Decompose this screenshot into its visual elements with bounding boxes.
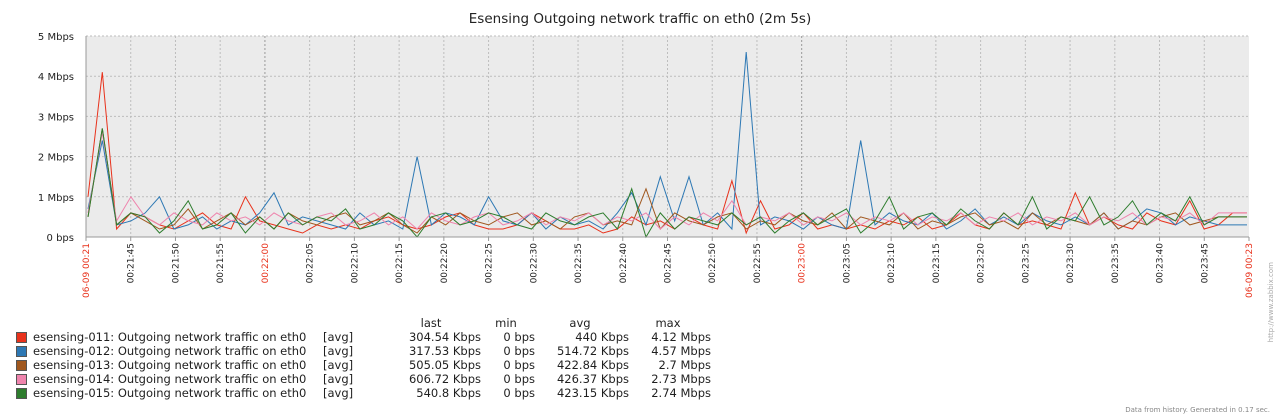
legend-series-name: esensing-013: Outgoing network traffic o… — [33, 358, 307, 372]
x-axis-ticks: 06-09 00:21 00:21:45 00:21:50 00:21:55 00:22… — [82, 237, 1255, 298]
legend-avg: 440 Kbps — [575, 330, 629, 344]
legend-swatch — [16, 373, 27, 385]
legend-avg: 422.84 Kbps — [556, 358, 629, 372]
x-tick-label: 00:21:55 — [216, 243, 226, 283]
legend-row: esensing-011: Outgoing network traffic o… — [16, 330, 711, 344]
x-tick-label: 00:22:30 — [529, 243, 539, 284]
x-tick-label: 00:22:40 — [619, 243, 629, 284]
x-tick-label: 00:23:35 — [1111, 243, 1121, 283]
x-tick-label: 00:22:20 — [440, 243, 450, 284]
legend-max: 4.57 Mbps — [651, 344, 711, 358]
series-line — [87, 128, 1247, 239]
x-tick-label: 00:23:20 — [977, 243, 987, 284]
y-tick-label: 2 Mbps — [38, 153, 74, 164]
x-tick-label: 00:22:55 — [753, 243, 763, 283]
x-tick-label: 00:23:00 — [798, 243, 808, 284]
x-tick-label: 00:23:25 — [1021, 243, 1031, 283]
x-tick-label: 00:23:15 — [932, 243, 942, 283]
y-tick-label: 5 Mbps — [38, 32, 74, 43]
legend-function: [avg] — [323, 330, 354, 344]
grid-lines — [86, 35, 1249, 237]
x-tick-label: 00:22:00 — [261, 243, 271, 284]
x-tick-label: 06-09 00:21 — [82, 243, 92, 298]
legend-min: 0 bps — [503, 358, 535, 372]
legend-series-name: esensing-011: Outgoing network traffic o… — [33, 330, 307, 344]
x-tick-label: 00:22:25 — [485, 243, 495, 283]
legend-min: 0 bps — [503, 344, 535, 358]
legend: last min avg max esensing-011: Outgoing … — [16, 316, 711, 400]
x-tick-label: 00:23:10 — [887, 243, 897, 284]
x-tick-label: 00:23:30 — [1066, 243, 1076, 284]
x-tick-label: 00:22:10 — [350, 243, 360, 284]
legend-last: 304.54 Kbps — [408, 330, 481, 344]
legend-series-name: esensing-014: Outgoing network traffic o… — [33, 372, 307, 386]
legend-avg: 426.37 Kbps — [556, 372, 629, 386]
y-tick-label: 0 bps — [47, 233, 74, 244]
legend-last: 317.53 Kbps — [408, 344, 481, 358]
y-axis-ticks: 0 bps 1 Mbps 2 Mbps 3 Mbps 4 Mbps 5 Mbps — [38, 32, 74, 244]
legend-swatch — [16, 387, 27, 399]
x-tick-label: 00:22:15 — [395, 243, 405, 283]
chart-title: Esensing Outgoing network traffic on eth… — [469, 11, 811, 27]
legend-header-last: last — [420, 316, 442, 330]
legend-header: last min avg max — [16, 316, 711, 330]
legend-max: 2.74 Mbps — [651, 386, 711, 400]
legend-row: esensing-012: Outgoing network traffic o… — [16, 344, 711, 358]
legend-row: esensing-015: Outgoing network traffic o… — [16, 386, 711, 400]
y-tick-label: 3 Mbps — [38, 112, 74, 123]
x-tick-label: 00:22:50 — [708, 243, 718, 284]
x-tick-label: 00:22:05 — [306, 243, 316, 283]
legend-avg: 423.15 Kbps — [556, 386, 629, 400]
x-tick-label: 00:22:35 — [574, 243, 584, 283]
x-tick-label: 00:23:45 — [1200, 243, 1210, 283]
legend-min: 0 bps — [503, 386, 535, 400]
legend-swatch — [16, 345, 27, 357]
legend-last: 606.72 Kbps — [408, 372, 481, 386]
legend-last: 540.8 Kbps — [416, 386, 481, 400]
legend-row: esensing-014: Outgoing network traffic o… — [16, 372, 711, 386]
x-tick-label: 00:22:45 — [664, 243, 674, 283]
legend-last: 505.05 Kbps — [408, 358, 481, 372]
y-tick-label: 4 Mbps — [38, 72, 74, 83]
legend-max: 2.73 Mbps — [651, 372, 711, 386]
legend-min: 0 bps — [503, 372, 535, 386]
legend-max: 4.12 Mbps — [651, 330, 711, 344]
legend-header-avg: avg — [569, 316, 591, 330]
legend-swatch — [16, 359, 27, 371]
legend-min: 0 bps — [503, 330, 535, 344]
legend-header-min: min — [495, 316, 517, 330]
legend-row: esensing-013: Outgoing network traffic o… — [16, 358, 711, 372]
series-line — [87, 72, 1247, 235]
x-tick-label: 06-09 00:23 — [1245, 243, 1255, 298]
x-tick-label: 00:21:45 — [127, 243, 137, 283]
series-line — [87, 132, 1247, 230]
legend-function: [avg] — [323, 358, 354, 372]
watermark: http://www.zabbix.com — [1267, 262, 1275, 343]
series-lines — [87, 52, 1247, 239]
legend-function: [avg] — [323, 372, 354, 386]
legend-avg: 514.72 Kbps — [556, 344, 629, 358]
legend-header-max: max — [655, 316, 681, 330]
legend-function: [avg] — [323, 344, 354, 358]
legend-swatch — [16, 331, 27, 343]
x-tick-label: 00:23:05 — [842, 243, 852, 283]
x-tick-label: 00:21:50 — [171, 243, 181, 284]
legend-function: [avg] — [323, 386, 354, 400]
legend-series-name: esensing-012: Outgoing network traffic o… — [33, 344, 307, 358]
x-tick-label: 00:23:40 — [1156, 243, 1166, 284]
footer-note: Data from history. Generated in 0.17 sec… — [1125, 406, 1270, 414]
y-tick-label: 1 Mbps — [38, 193, 74, 204]
legend-max: 2.7 Mbps — [658, 358, 711, 372]
legend-series-name: esensing-015: Outgoing network traffic o… — [33, 386, 307, 400]
